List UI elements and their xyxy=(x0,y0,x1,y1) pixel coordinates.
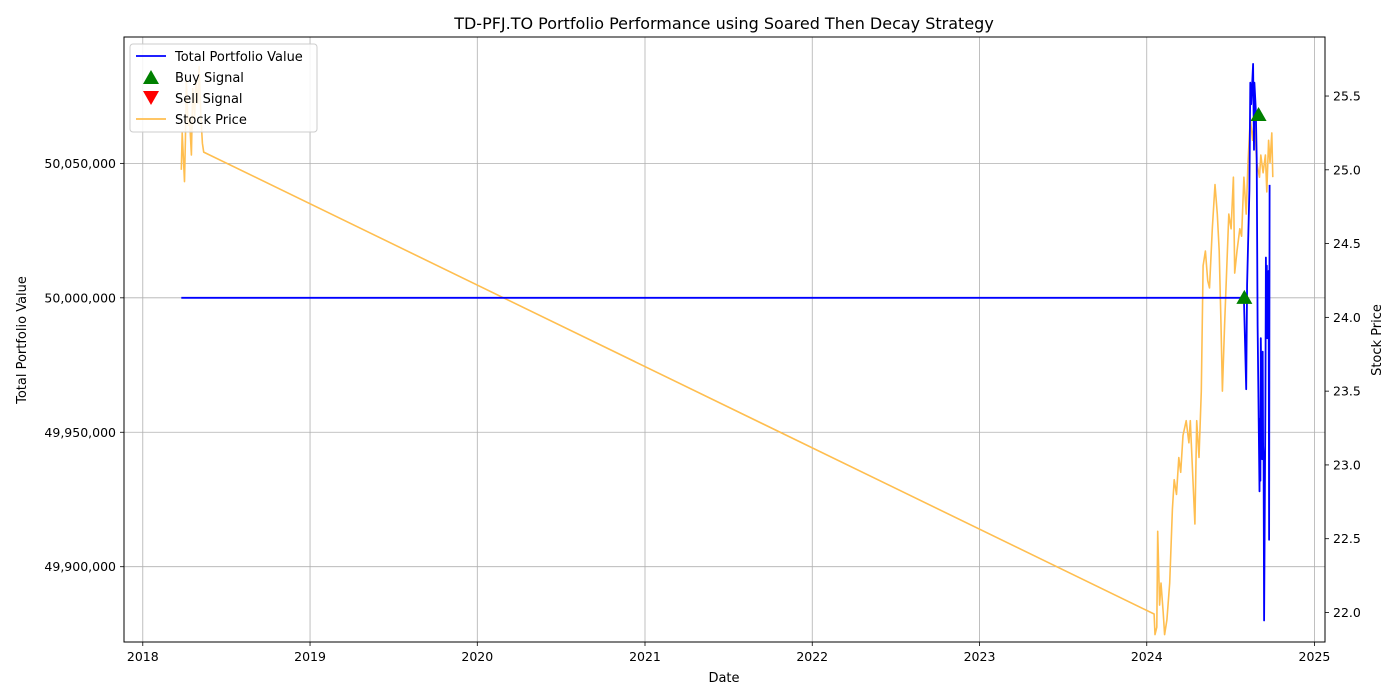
portfolio-value-line xyxy=(181,63,1271,622)
y2-tick-label: 24.0 xyxy=(1333,310,1361,325)
legend-label-portfolio: Total Portfolio Value xyxy=(174,50,303,65)
y-tick-label: 49,950,000 xyxy=(44,425,116,440)
legend-box xyxy=(129,43,318,133)
y2-tick-label: 25.0 xyxy=(1333,162,1361,177)
signal-marker-layer xyxy=(1236,106,1267,304)
plot-frame xyxy=(123,36,1326,643)
x-tick-label: 2023 xyxy=(964,649,996,664)
y2-tick-label: 22.5 xyxy=(1333,531,1361,546)
y2-tick-label: 23.0 xyxy=(1333,457,1361,472)
legend-label-buy: Buy Signal xyxy=(175,71,244,86)
x-tick-label: 2018 xyxy=(127,649,159,664)
axis-layer: 2018 2019 2020 2021 2022 2023 2024 2025 49,900,0… xyxy=(44,89,1360,664)
buy-signal-marker xyxy=(1236,289,1253,304)
x-tick-label: 2019 xyxy=(294,649,326,664)
y2-tick-label: 23.5 xyxy=(1333,384,1361,399)
y-axis-label: Total Portfolio Value xyxy=(15,276,30,405)
y2-axis-label: Stock Price xyxy=(1370,304,1385,376)
legend: Total Portfolio Value Buy Signal Sell Si… xyxy=(129,43,318,133)
buy-signal-marker xyxy=(1250,106,1267,121)
x-tick-label: 2021 xyxy=(629,649,661,664)
legend-label-sell: Sell Signal xyxy=(175,92,243,107)
x-tick-label: 2022 xyxy=(796,649,828,664)
legend-label-stock: Stock Price xyxy=(175,113,247,128)
chart-title: TD-PFJ.TO Portfolio Performance using So… xyxy=(453,14,994,33)
x-tick-label: 2025 xyxy=(1299,649,1331,664)
y-tick-label: 50,000,000 xyxy=(44,290,116,305)
y2-tick-label: 24.5 xyxy=(1333,236,1361,251)
legend-marker-sell xyxy=(143,91,159,105)
y2-tick-label: 25.5 xyxy=(1333,89,1361,104)
portfolio-layer xyxy=(181,63,1271,622)
y2-tick-label: 22.0 xyxy=(1333,605,1361,620)
x-tick-label: 2020 xyxy=(461,649,493,664)
y-tick-label: 50,050,000 xyxy=(44,156,116,171)
y-tick-label: 49,900,000 xyxy=(44,559,116,574)
legend-marker-buy xyxy=(143,70,159,84)
x-tick-label: 2024 xyxy=(1131,649,1163,664)
x-axis-label: Date xyxy=(708,671,739,686)
